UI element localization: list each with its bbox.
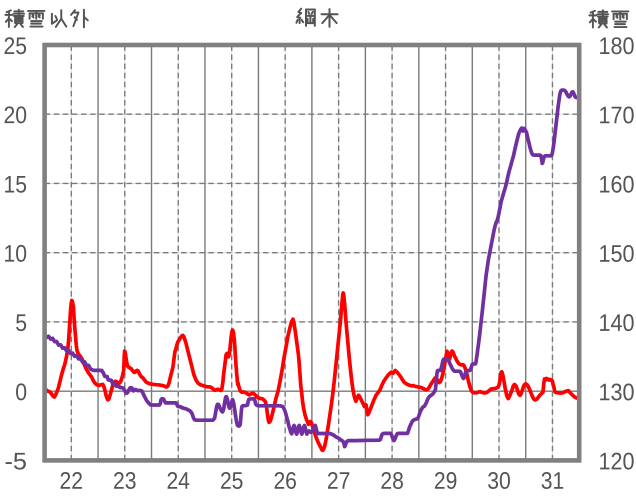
svg-text:160: 160 (598, 172, 634, 199)
svg-text:27: 27 (327, 468, 351, 495)
svg-text:29: 29 (434, 468, 458, 495)
svg-text:170: 170 (598, 102, 634, 129)
svg-text:10: 10 (3, 241, 27, 268)
svg-text:20: 20 (3, 102, 27, 129)
svg-text:120: 120 (598, 448, 634, 475)
svg-text:-5: -5 (4, 448, 27, 475)
svg-text:28: 28 (380, 468, 404, 495)
svg-text:25: 25 (3, 33, 27, 60)
svg-text:5: 5 (15, 310, 27, 337)
svg-text:150: 150 (598, 241, 634, 268)
svg-text:0: 0 (15, 379, 27, 406)
svg-text:30: 30 (487, 468, 511, 495)
svg-text:140: 140 (598, 310, 634, 337)
svg-text:22: 22 (60, 468, 84, 495)
svg-text:130: 130 (598, 379, 634, 406)
svg-text:15: 15 (3, 171, 27, 198)
svg-text:26: 26 (273, 468, 297, 495)
svg-text:25: 25 (220, 468, 244, 495)
svg-text:23: 23 (113, 468, 137, 495)
svg-text:31: 31 (541, 468, 565, 495)
svg-text:180: 180 (598, 33, 634, 60)
svg-text:24: 24 (166, 468, 190, 495)
